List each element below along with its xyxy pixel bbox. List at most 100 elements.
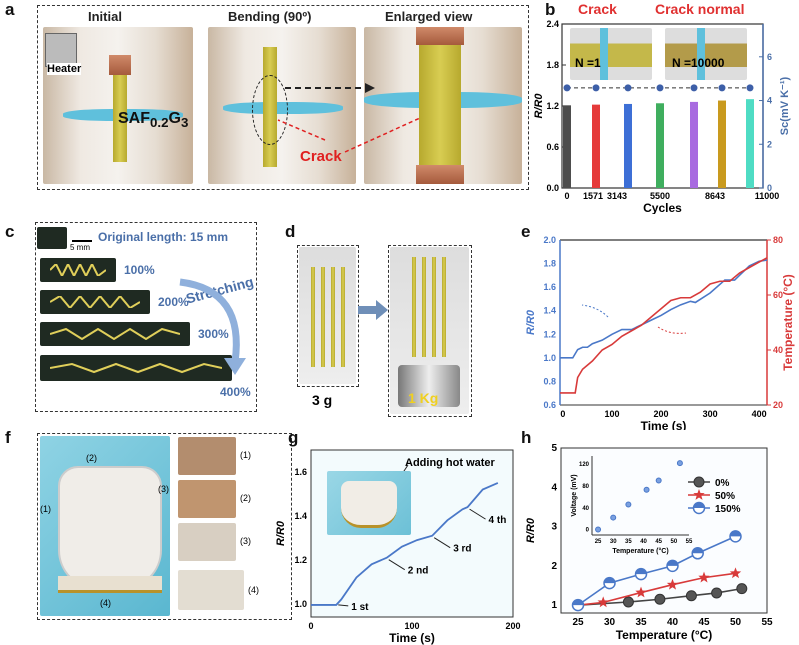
y2-tick-label: 4 [767,96,772,106]
data-point [654,593,666,605]
x-tick-label: 200 [505,621,520,631]
y-tick-label: 0.8 [543,376,556,386]
panel-label-h: h [521,428,532,447]
y2-tick-label: 0 [767,183,772,193]
y-tick-label: 2.4 [546,19,559,29]
inset-x-tick-label: 45 [655,539,662,545]
arrow-to-right-axis [657,326,687,334]
legend-marker-fill [693,502,705,508]
y-tick-label: 1.6 [543,282,556,292]
x-tick-label: 100 [404,621,419,631]
series-line-temperature [560,257,768,394]
bar [656,103,664,188]
position-4-label: (4) [248,585,259,595]
y-tick-label: 1.8 [543,259,556,269]
y2-tick-label: 40 [773,345,783,355]
scale-bar-label: 5 mm [70,243,90,252]
x-tick-label: 25 [572,617,584,628]
panel-c-frame [35,222,257,412]
data-point [698,571,710,583]
sc-point [656,84,664,92]
data-point [729,567,742,579]
chart-e: 0.6 0.8 1.0 1.2 1.4 1.6 1.8 2.0 20 40 60 80 0 100 200 3… [525,235,795,430]
x-tick-label: 0 [308,621,313,631]
y-tick-label: 1.0 [543,353,556,363]
annotation-arrow [433,537,451,549]
photo-pos4 [178,570,244,610]
data-point-fill [692,547,704,554]
photo-original [37,227,67,249]
material-sub1: 0.2 [150,115,169,131]
bar [690,101,698,188]
title-enlarged: Enlarged view [385,9,473,24]
panel-label-b: b [545,0,556,19]
x-axis-title: Cycles [643,201,682,214]
inset-x-axis-title: Temperature (°C) [612,547,668,555]
position-1-main: (1) [40,504,51,514]
strain-200: 200% [158,295,189,309]
strain-300: 300% [198,327,229,341]
position-3-main: (3) [158,484,169,494]
y-tick-label: 1.4 [543,306,556,316]
original-length-label: Original length: 15 mm [98,230,229,244]
data-point [635,586,647,598]
arrow-head [365,83,375,93]
data-point [685,590,697,602]
inset-x-tick-label: 55 [686,539,693,545]
y-tick-label: 3 [551,522,557,533]
data-point-fill [572,599,584,606]
photo-1kg [390,247,469,414]
crack-normal-title: Crack normal [655,1,745,17]
heater-label: Heater [47,63,82,75]
data-point-fill [604,577,616,584]
annotation-label: 2 nd [408,566,429,577]
arrow-right-icon [358,300,388,320]
inset-x-tick-label: 25 [595,539,602,545]
position-2-label: (2) [240,493,251,503]
x-tick-label: 45 [698,617,710,628]
inset-point [643,486,650,493]
y2-axis-title: Temperature (°C) [781,274,795,371]
x-tick-label: 100 [604,409,619,419]
stretching-arrow [179,278,246,375]
bar [624,103,632,188]
sc-point [592,84,600,92]
x-tick-label: 300 [703,409,718,419]
y2-tick-label: 20 [773,400,783,410]
inset-x-tick-label: 35 [625,539,632,545]
sc-point [746,84,754,92]
position-3-label: (3) [240,536,251,546]
x-tick-label: 0 [560,409,565,419]
photo-container [40,436,170,616]
y-tick-label: 0.6 [546,142,559,152]
data-point [736,583,748,595]
x-axis-title: Time (s) [389,631,435,645]
bar [563,105,571,188]
y-tick-label: 2.0 [543,235,556,245]
panel-d-frame-1 [297,245,359,387]
legend-label: 50% [715,491,735,502]
photo-400 [40,355,232,381]
position-4-main: (4) [100,598,111,608]
y2-tick-label: 60 [773,290,783,300]
data-point [597,596,609,608]
crack-title: Crack [578,1,617,17]
inset-point [610,514,617,521]
photo-100 [40,258,116,282]
data-point [666,578,679,590]
y-axis-title: R/R0 [533,93,545,119]
y-tick-label: 2 [551,561,557,572]
y-tick-label: 4 [551,482,557,493]
y-axis-title: R/R0 [525,517,537,543]
inset-x-tick-label: 50 [671,539,678,545]
legend-marker [693,476,705,488]
scale-bar [72,240,92,242]
arrow-to-left-axis [581,304,609,318]
x-tick-label: 5500 [650,191,670,201]
panel-a-frame [37,5,529,190]
bar [746,99,754,188]
crack-arrow-left [277,119,326,141]
y2-tick-label: 6 [767,52,772,62]
